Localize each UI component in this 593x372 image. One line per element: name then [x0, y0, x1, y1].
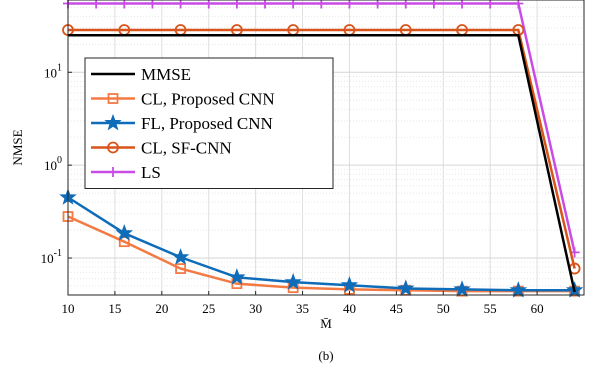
x-tick-label: 60: [531, 301, 544, 316]
star-marker: [340, 276, 359, 293]
plus-marker: [485, 0, 496, 9]
ticks: 10 15 20 25 30 35 40 45 50 55 60 10-1 100 101: [41, 62, 544, 316]
legend-label: MMSE: [141, 65, 191, 84]
x-axis-label: M̄: [320, 316, 332, 331]
plus-marker: [108, 167, 118, 177]
legend-label: CL, Proposed CNN: [141, 90, 275, 109]
legend-entry: MMSE: [91, 65, 191, 84]
x-tick-label: 25: [202, 301, 215, 316]
series-fl-proposed-cnn: [59, 188, 584, 298]
y-tick-label: 100: [44, 155, 62, 173]
circle-marker: [107, 141, 119, 154]
series-line: [67, 215, 575, 293]
legend-entry: CL, Proposed CNN: [91, 90, 275, 109]
x-tick-label: 50: [437, 301, 450, 316]
plus-marker: [400, 0, 411, 9]
star-marker: [115, 224, 134, 241]
legend-entry: LS: [91, 163, 161, 182]
x-tick-label: 55: [484, 301, 497, 316]
legend-label: LS: [141, 163, 161, 182]
y-tick-label: 10-1: [41, 248, 62, 266]
x-tick-label: 30: [249, 301, 262, 316]
x-tick-label: 35: [296, 301, 309, 316]
series-ls: [63, 0, 580, 258]
plus-marker: [175, 0, 186, 9]
star-marker: [509, 281, 528, 298]
star-marker: [284, 272, 302, 290]
figure-caption: (b): [318, 348, 333, 363]
square-marker: [175, 263, 186, 274]
x-tick-label: 40: [343, 301, 356, 316]
star-marker: [171, 248, 190, 265]
legend-label: CL, SF-CNN: [141, 139, 232, 158]
y-tick-label: 101: [44, 62, 62, 80]
x-tick-label: 15: [108, 301, 121, 316]
y-axis-label: NMSE: [10, 129, 25, 165]
star-marker: [228, 268, 246, 285]
series-line: [68, 28, 576, 269]
x-tick-label: 20: [155, 301, 168, 316]
legend: MMSE CL, Proposed CNN FL, Proposed CNN CL, …: [84, 57, 334, 189]
series-line: [67, 196, 575, 292]
legend-entry: FL, Proposed CNN: [91, 113, 273, 133]
series-line: [68, 34, 576, 293]
star-marker: [104, 113, 122, 131]
plus-marker: [260, 0, 271, 9]
plus-marker: [119, 0, 130, 9]
square-marker: [118, 236, 130, 248]
square-marker: [107, 93, 119, 104]
star-marker: [397, 279, 415, 296]
legend-entry: CL, SF-CNN: [91, 139, 232, 158]
series-mmse: [68, 34, 576, 293]
legend-label: FL, Proposed CNN: [141, 114, 273, 133]
star-marker: [453, 280, 471, 297]
x-tick-label: 45: [390, 301, 403, 316]
x-tick-label: 10: [62, 301, 75, 316]
plot-frame: [67, 0, 585, 296]
plus-marker: [344, 0, 355, 9]
